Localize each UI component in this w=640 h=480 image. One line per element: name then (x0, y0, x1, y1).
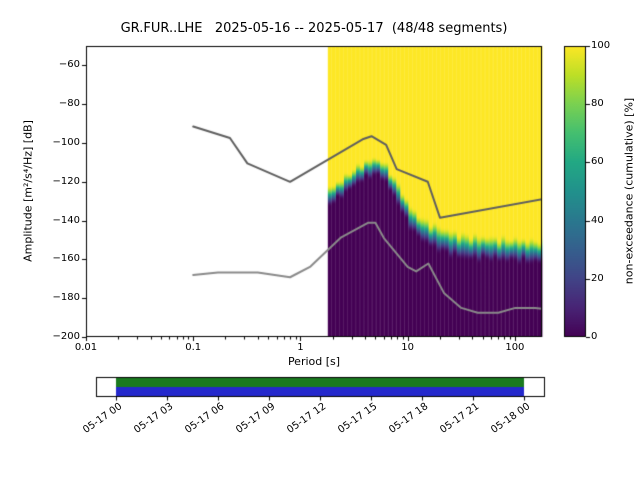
x-axis-label: Period [s] (287, 355, 341, 368)
chart-title: GR.FUR..LHE 2025-05-16 -- 2025-05-17 (48… (120, 21, 508, 36)
y-tick-label: −180 (52, 292, 80, 304)
y-tick-label: −200 (52, 331, 80, 342)
colorbar-label: non-exceedance (cumulative) [%] (622, 97, 636, 285)
y-axis-label: Amplitude [m²/s⁴/Hz] [dB] (21, 120, 35, 262)
colorbar-tick-label: 20 (591, 272, 604, 284)
colorbar-tick-label: 100 (591, 40, 611, 51)
y-tick-label: −140 (52, 214, 80, 226)
colorbar-tick-label: 80 (591, 98, 604, 110)
colorbar-tick-label: 0 (591, 331, 598, 342)
y-tick-label: −60 (58, 59, 80, 71)
y-tick-label: −100 (52, 137, 80, 148)
x-tick-label: 100 (505, 342, 525, 353)
x-tick-label: 1 (297, 342, 304, 353)
x-tick-label: 0.1 (185, 342, 202, 353)
x-tick-label: 10 (401, 342, 415, 353)
colorbar-tick-label: 40 (591, 214, 604, 226)
y-tick-label: −120 (52, 175, 80, 187)
y-tick-label: −80 (58, 98, 80, 110)
y-tick-label: −160 (52, 253, 80, 265)
x-tick-label: 0.01 (74, 342, 98, 353)
colorbar-tick-label: 60 (591, 156, 604, 168)
